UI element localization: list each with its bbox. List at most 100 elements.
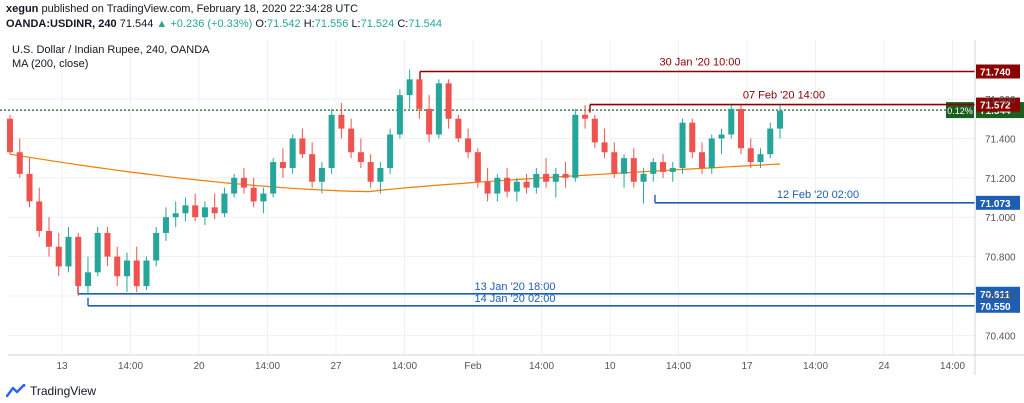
candles [6,69,784,296]
low-label: L: [351,18,361,30]
candle-body [367,162,374,182]
candle-body [55,246,62,267]
candle-body [533,173,540,188]
candle-body [621,158,628,174]
candle-body [16,152,23,174]
time-tick-label: 14:00 [255,361,280,372]
candle-body [679,122,686,168]
candle-body [562,173,569,178]
candle-body [689,122,696,153]
author-name[interactable]: xegun [6,3,39,15]
levels: 71.544 0.12% 71.740 30 Jan '20 10:00 71.572 0… [0,57,1024,313]
candle-body [396,95,403,135]
candle-body [737,108,745,149]
candle-body [201,207,208,218]
candle-body [426,108,433,135]
candle-body [162,217,169,233]
axes: 71.600 71.400 71.200 71.000 70.800 70.600 70.4… [8,40,1024,375]
time-tick-label: 14:00 [392,361,417,372]
candle-body [474,152,481,182]
candle-body [211,207,218,214]
candle-body [582,114,589,119]
candle-body [572,114,579,178]
candle-body [718,134,725,139]
candle-body [192,205,199,218]
time-tick-label: 27 [330,361,342,372]
price-tick-label: 71.200 [985,174,1016,185]
moving-average [9,153,781,193]
candle-body [123,260,130,277]
candle-body [747,148,754,163]
time-tick-label: Feb [464,361,482,372]
high-label: H: [303,18,315,30]
change-label: 0.12% [947,106,973,116]
candle-body [182,205,189,214]
candle-body [611,152,618,174]
candle-body [279,162,286,168]
candle-body [240,177,247,188]
tradingview-logo[interactable]: TradingView [6,382,96,400]
level-price-tag [976,298,1020,313]
candle-body [250,187,257,202]
open-label: O: [255,18,267,30]
candle-body [640,173,647,182]
candle-body [465,138,472,153]
candle-body [601,142,608,153]
close-label: C: [397,18,409,30]
candle-body [757,154,764,163]
candle-body [357,152,364,163]
candle-body [172,213,179,218]
price-tick-label: 71.400 [985,134,1016,145]
candle-body [318,167,325,182]
ma-legend: MA (200, close) [12,58,88,70]
low-value: 71.524 [360,18,395,30]
close-value: 71.544 [408,18,442,30]
tradingview-logo-icon [6,384,26,398]
level-annotation: 14 Jan '20 02:00 [474,293,555,305]
candle-body [543,173,550,182]
candle-body [455,118,462,139]
candle-body [338,114,345,129]
candle-body [309,154,316,182]
candle-body [435,83,442,135]
time-tick-label: 20 [193,361,205,372]
candle-body [523,181,530,188]
candle-body [260,193,267,202]
level-price-label: 71.572 [980,101,1011,112]
high-value: 71.556 [314,18,349,30]
candle-body [221,193,228,214]
price-tick-label: 70.400 [985,331,1016,342]
candle-body [728,108,735,135]
symbol-label[interactable]: OANDA:USDINR, 240 [6,18,117,30]
ma-line [9,153,781,193]
price-chart[interactable]: 71.544 0.12% 71.740 30 Jan '20 10:00 71.572 0… [0,40,1024,375]
chart-area[interactable]: 71.544 0.12% 71.740 30 Jan '20 10:00 71.572 0… [0,40,1024,375]
level-price-label: 70.611 [980,290,1010,301]
candle-body [114,256,121,277]
candle-body [494,177,501,194]
level-price-tag [976,64,1020,79]
current-price-label: 71.544 [980,106,1011,117]
candle-body [650,162,657,174]
level-price-tag [976,286,1020,301]
time-tick-label: 14:00 [529,361,554,372]
time-tick-label: 14:00 [803,361,828,372]
instrument-legend: U.S. Dollar / Indian Rupee, 240, OANDA [12,44,210,56]
candle-body [104,232,111,257]
candle-body [406,79,413,96]
published-text: published on TradingView.com, February 1… [41,3,359,15]
candle-body [270,162,277,194]
publish-info: xegun published on TradingView.com, Febr… [6,3,358,15]
candle-body [708,138,715,168]
candle-body [377,167,384,182]
candle-body [416,79,423,109]
chart-header: xegun published on TradingView.com, Febr… [0,0,1024,40]
candle-body [669,167,676,172]
candle-body [94,232,101,273]
candle-body [445,83,452,119]
candle-body [328,114,335,168]
candle-body [153,232,160,261]
price-tick-label: 70.600 [985,292,1016,303]
price-tick-label: 70.800 [985,253,1016,264]
candle-body [348,128,355,153]
